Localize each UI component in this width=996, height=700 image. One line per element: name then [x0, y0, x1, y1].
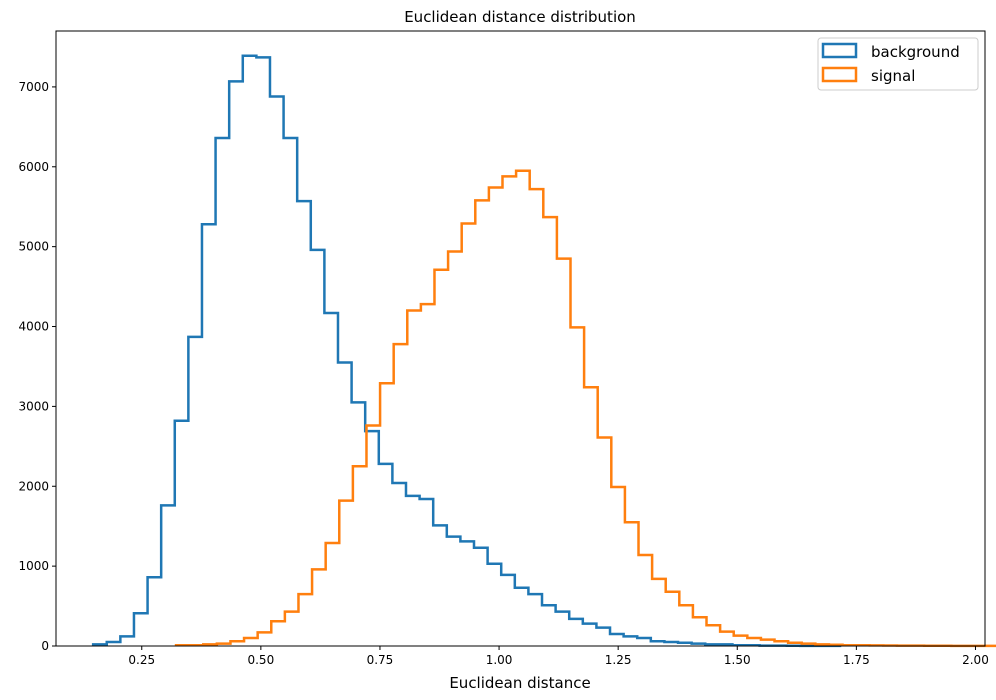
x-axis-label: Euclidean distance	[449, 674, 590, 692]
series-background	[91, 54, 843, 648]
x-tick-label: 1.00	[486, 653, 513, 667]
chart-title: Euclidean distance distribution	[404, 8, 636, 26]
y-tick-label: 4000	[18, 320, 49, 334]
x-tick-label: 1.25	[605, 653, 632, 667]
y-axis: 0 1000 2000 3000 4000 5000 6000 7000	[18, 80, 56, 653]
histogram-step-signal	[174, 169, 996, 648]
y-tick-label: 1000	[18, 559, 49, 573]
y-tick-label: 6000	[18, 160, 49, 174]
series-signal	[174, 169, 996, 648]
y-tick-label: 0	[41, 639, 49, 653]
y-tick-label: 2000	[18, 479, 49, 493]
y-tick-label: 3000	[18, 399, 49, 413]
legend-label-signal: signal	[871, 67, 915, 85]
y-tick-label: 5000	[18, 240, 49, 254]
plot-frame	[55, 30, 986, 647]
plot-area	[91, 54, 996, 648]
x-tick-label: 1.75	[843, 653, 870, 667]
legend-box	[817, 37, 979, 91]
histogram-step-background	[91, 54, 843, 648]
y-tick-label: 7000	[18, 80, 49, 94]
x-axis: 0.25 0.50 0.75 1.00 1.25 1.50 1.75 2.00	[128, 646, 989, 667]
x-tick-label: 0.75	[367, 653, 394, 667]
legend-swatch-signal	[821, 66, 858, 83]
x-tick-label: 0.50	[247, 653, 274, 667]
x-tick-label: 2.00	[962, 653, 989, 667]
legend-swatch-background	[821, 42, 858, 59]
x-tick-label: 0.25	[128, 653, 155, 667]
legend-label-background: background	[871, 43, 960, 61]
x-tick-label: 1.50	[724, 653, 751, 667]
legend: background signal	[817, 37, 979, 91]
